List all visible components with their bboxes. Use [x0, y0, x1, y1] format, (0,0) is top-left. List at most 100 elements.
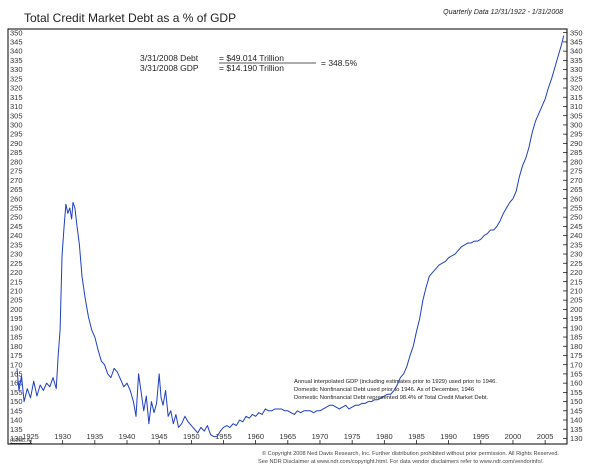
y-tick-label-left: 275 [10, 167, 23, 176]
y-tick-label-left: 165 [10, 370, 23, 379]
y-tick-label-left: 345 [10, 38, 23, 47]
y-tick-label-right: 270 [570, 176, 583, 185]
x-tick-label: 1970 [312, 432, 329, 441]
y-tick-label-right: 200 [570, 305, 583, 314]
y-tick-label-left: 280 [10, 157, 23, 166]
y-tick-label-left: 145 [10, 406, 23, 415]
y-tick-label-left: 270 [10, 176, 23, 185]
y-tick-label-left: 250 [10, 213, 23, 222]
y-tick-label-left: 285 [10, 148, 23, 157]
x-tick-label: 2000 [505, 432, 522, 441]
y-tick-label-left: 140 [10, 416, 23, 425]
x-tick-label: 1995 [472, 432, 489, 441]
y-axis-left: 1301351401451501551601651701751801851901… [10, 28, 23, 443]
y-tick-label-left: 310 [10, 102, 23, 111]
y-tick-label-right: 230 [570, 250, 583, 259]
y-tick-label-left: 255 [10, 204, 23, 213]
y-tick-label-left: 210 [10, 287, 23, 296]
x-tick-label: 1985 [408, 432, 425, 441]
y-tick-label-right: 135 [570, 425, 583, 434]
y-tick-label-right: 320 [570, 84, 583, 93]
x-tick-label: 2005 [537, 432, 554, 441]
y-tick-label-right: 250 [570, 213, 583, 222]
footnote-3: Domestic Nonfinancial Debt represented 9… [294, 395, 489, 401]
x-tick-label: 1960 [247, 432, 264, 441]
x-tick-label: 1930 [54, 432, 71, 441]
y-tick-label-right: 225 [570, 259, 583, 268]
x-axis: 1925 1930 1935 1940 1945 1950 1955 1960 1965 1970… [22, 432, 553, 444]
x-tick-label: 1950 [183, 432, 200, 441]
y-tick-label-left: 295 [10, 130, 23, 139]
annotation-gdp-value: = $14.190 Trillion [219, 63, 284, 73]
x-tick-label: 1955 [215, 432, 232, 441]
y-tick-label-right: 340 [570, 47, 583, 56]
y-tick-label-left: 240 [10, 231, 23, 240]
date-range: Quarterly Data 12/31/1922 - 1/31/2008 [443, 9, 563, 16]
chart-title: Total Credit Market Debt as a % of GDP [24, 11, 236, 25]
chart-code: (S068.A) [10, 438, 32, 444]
x-tick-label: 1980 [376, 432, 393, 441]
x-tick-label: 1990 [440, 432, 457, 441]
copyright-text: © Copyright 2008 Ned Davis Research, Inc… [262, 450, 559, 457]
y-tick-label-left: 340 [10, 47, 23, 56]
y-tick-label-right: 260 [570, 194, 583, 203]
y-tick-label-left: 135 [10, 425, 23, 434]
y-tick-label-left: 320 [10, 84, 23, 93]
y-tick-label-left: 205 [10, 296, 23, 305]
y-tick-label-right: 310 [570, 102, 583, 111]
y-tick-label-left: 155 [10, 388, 23, 397]
y-tick-label-right: 180 [570, 342, 583, 351]
y-tick-label-left: 260 [10, 194, 23, 203]
y-tick-label-right: 255 [570, 204, 583, 213]
annotation-box: 3/31/2008 Debt = $49.014 Trillion 3/31/2… [140, 53, 358, 73]
y-tick-label-right: 240 [570, 231, 583, 240]
y-tick-label-right: 155 [570, 388, 583, 397]
series-line [16, 35, 565, 438]
y-tick-label-left: 220 [10, 268, 23, 277]
y-tick-label-left: 180 [10, 342, 23, 351]
y-tick-label-left: 300 [10, 121, 23, 130]
y-tick-label-right: 170 [570, 360, 583, 369]
footnote-1: Annual interpolated GDP (including estim… [294, 379, 497, 385]
y-tick-label-left: 350 [10, 28, 23, 37]
y-tick-label-right: 305 [570, 111, 583, 120]
y-tick-label-right: 145 [570, 406, 583, 415]
y-tick-label-left: 245 [10, 222, 23, 231]
y-tick-label-left: 200 [10, 305, 23, 314]
x-tick-label: 1945 [151, 432, 168, 441]
y-tick-label-right: 140 [570, 416, 583, 425]
y-tick-label-left: 265 [10, 185, 23, 194]
annotation-ratio: = 348.5% [321, 58, 358, 68]
plot-frame [7, 28, 568, 445]
x-tick-label: 1965 [279, 432, 296, 441]
y-tick-label-right: 265 [570, 185, 583, 194]
annotation-gdp-label: 3/31/2008 GDP [140, 63, 199, 73]
y-tick-label-left: 185 [10, 333, 23, 342]
y-tick-label-right: 195 [570, 314, 583, 323]
y-tick-label-left: 225 [10, 259, 23, 268]
y-tick-label-right: 315 [570, 93, 583, 102]
y-tick-label-left: 235 [10, 240, 23, 249]
y-tick-label-left: 160 [10, 379, 23, 388]
y-tick-label-left: 230 [10, 250, 23, 259]
y-tick-label-right: 350 [570, 28, 583, 37]
y-tick-label-left: 315 [10, 93, 23, 102]
footnotes: Annual interpolated GDP (including estim… [294, 379, 497, 401]
x-tick-label: 1935 [86, 432, 103, 441]
y-tick-label-left: 170 [10, 360, 23, 369]
x-tick-label: 1975 [344, 432, 361, 441]
y-tick-label-right: 280 [570, 157, 583, 166]
series-group [16, 35, 565, 438]
y-tick-label-right: 205 [570, 296, 583, 305]
y-tick-label-left: 195 [10, 314, 23, 323]
y-axis-right: 1301351401451501551601651701751801851901… [563, 28, 583, 443]
footnote-2: Domestic Nonfinancial Debt used prior to… [294, 387, 474, 393]
disclaimer-text: See NDR Disclaimer at www.ndr.com/copyri… [258, 459, 544, 465]
y-tick-label-right: 285 [570, 148, 583, 157]
y-tick-label-right: 335 [570, 56, 583, 65]
annotation-debt-value: = $49.014 Trillion [219, 53, 284, 63]
y-tick-label-right: 220 [570, 268, 583, 277]
y-tick-label-right: 275 [570, 167, 583, 176]
y-tick-label-right: 290 [570, 139, 583, 148]
y-tick-label-right: 215 [570, 277, 583, 286]
